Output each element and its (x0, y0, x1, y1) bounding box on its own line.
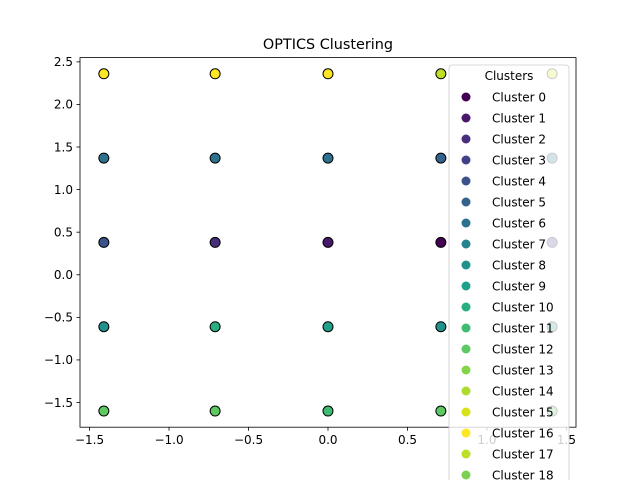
legend-marker (461, 218, 471, 228)
legend-label: Cluster 10 (492, 300, 554, 314)
legend-label: Cluster 15 (492, 405, 554, 419)
legend-label: Cluster 2 (492, 132, 546, 146)
legend-marker (461, 92, 471, 102)
legend-label: Cluster 3 (492, 153, 546, 167)
legend-marker (461, 155, 471, 165)
legend-entries: Cluster 0 Cluster 1 Cluster 2 Cluster 3 Clus… (461, 90, 554, 480)
data-point (322, 405, 334, 417)
legend-label: Cluster 1 (492, 111, 546, 125)
legend-title: Clusters (485, 69, 534, 83)
data-point (209, 152, 221, 164)
legend-marker (461, 344, 471, 354)
legend-label: Cluster 6 (492, 216, 546, 230)
data-point (209, 321, 221, 333)
legend-marker (461, 470, 471, 480)
legend-marker (461, 323, 471, 333)
y-tick-label: 2.0 (54, 98, 73, 112)
legend-label: Cluster 11 (492, 321, 554, 335)
y-tick-label: 0.0 (54, 268, 73, 282)
y-tick-label: 0.5 (54, 225, 73, 239)
y-tick-label: −1.0 (44, 353, 73, 367)
legend-label: Cluster 16 (492, 426, 554, 440)
legend-label: Cluster 8 (492, 258, 546, 272)
legend-label: Cluster 17 (492, 447, 554, 461)
legend-label: Cluster 14 (492, 384, 554, 398)
data-point (322, 152, 334, 164)
data-point (98, 152, 110, 164)
legend-marker (461, 113, 471, 123)
x-tick-label: −1.0 (154, 433, 183, 447)
data-point (209, 68, 221, 80)
data-point (209, 405, 221, 417)
legend-marker (461, 281, 471, 291)
data-point (98, 236, 110, 248)
legend-marker (461, 260, 471, 270)
legend-marker (461, 428, 471, 438)
x-tick-label: 0.0 (318, 433, 337, 447)
data-point (209, 236, 221, 248)
legend-label: Cluster 12 (492, 342, 554, 356)
legend-marker (461, 176, 471, 186)
data-point (98, 405, 110, 417)
legend-marker (461, 365, 471, 375)
data-point (322, 236, 334, 248)
data-point (435, 321, 447, 333)
legend-marker (461, 134, 471, 144)
y-tick-label: −0.5 (44, 311, 73, 325)
legend-label: Cluster 5 (492, 195, 546, 209)
x-tick-label: −1.5 (75, 433, 104, 447)
data-point (322, 321, 334, 333)
legend-label: Cluster 0 (492, 90, 546, 104)
data-point (98, 321, 110, 333)
chart-title: OPTICS Clustering (263, 37, 393, 53)
data-point (322, 68, 334, 80)
data-point (435, 236, 447, 248)
data-point (435, 405, 447, 417)
legend-marker (461, 197, 471, 207)
legend-label: Cluster 9 (492, 279, 546, 293)
legend-label: Cluster 4 (492, 174, 546, 188)
y-axis: −1.5 −1.0 −0.5 0.0 0.5 1.0 1.5 2.0 2.5 (44, 55, 80, 410)
data-point (435, 68, 447, 80)
legend-label: Cluster 7 (492, 237, 546, 251)
legend-marker (461, 302, 471, 312)
legend-label: Cluster 18 (492, 468, 554, 480)
legend-marker (461, 407, 471, 417)
legend-marker (461, 449, 471, 459)
x-tick-label: −0.5 (234, 433, 263, 447)
y-tick-label: 1.5 (54, 140, 73, 154)
legend-box (448, 64, 570, 480)
data-point (435, 152, 447, 164)
y-tick-label: 2.5 (54, 55, 73, 69)
y-tick-label: −1.5 (44, 396, 73, 410)
data-point (98, 68, 110, 80)
y-tick-label: 1.0 (54, 183, 73, 197)
legend-label: Cluster 13 (492, 363, 554, 377)
legend-marker (461, 239, 471, 249)
x-tick-label: 0.5 (398, 433, 417, 447)
legend-marker (461, 386, 471, 396)
